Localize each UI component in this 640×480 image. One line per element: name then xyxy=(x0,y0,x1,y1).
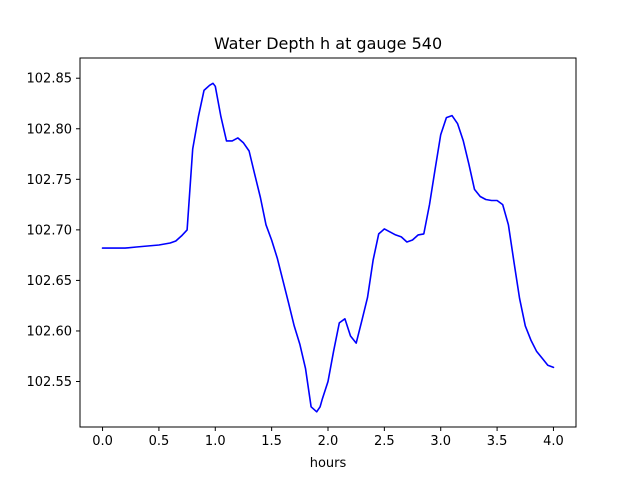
x-axis-label: hours xyxy=(310,456,347,471)
x-tick-label: 3.5 xyxy=(487,434,508,449)
y-tick-label: 102.60 xyxy=(27,324,73,339)
series-line-0 xyxy=(101,82,555,413)
y-tick-label: 102.65 xyxy=(27,274,73,289)
y-tick-label: 102.85 xyxy=(27,72,73,87)
x-axis: 0.0 0.5 1.0 1.5 2.0 2.5 3.0 3.5 4.0 xyxy=(92,427,564,449)
x-tick-label: 1.5 xyxy=(261,434,282,449)
x-tick-label: 0.5 xyxy=(149,434,170,449)
x-tick-label: 2.0 xyxy=(318,434,339,449)
x-tick-label: 4.0 xyxy=(543,434,564,449)
y-axis: 102.55 102.60 102.65 102.70 102.75 102.80 102.… xyxy=(27,72,80,390)
y-tick-label: 102.75 xyxy=(27,173,73,188)
y-tick-label: 102.70 xyxy=(27,223,73,238)
chart-title: Water Depth h at gauge 540 xyxy=(214,34,442,53)
x-tick-label: 1.0 xyxy=(205,434,226,449)
x-tick-label: 3.0 xyxy=(430,434,451,449)
y-tick-label: 102.55 xyxy=(27,375,73,390)
x-tick-label: 0.0 xyxy=(92,434,113,449)
y-tick-label: 102.80 xyxy=(27,122,73,137)
x-tick-label: 2.5 xyxy=(374,434,395,449)
